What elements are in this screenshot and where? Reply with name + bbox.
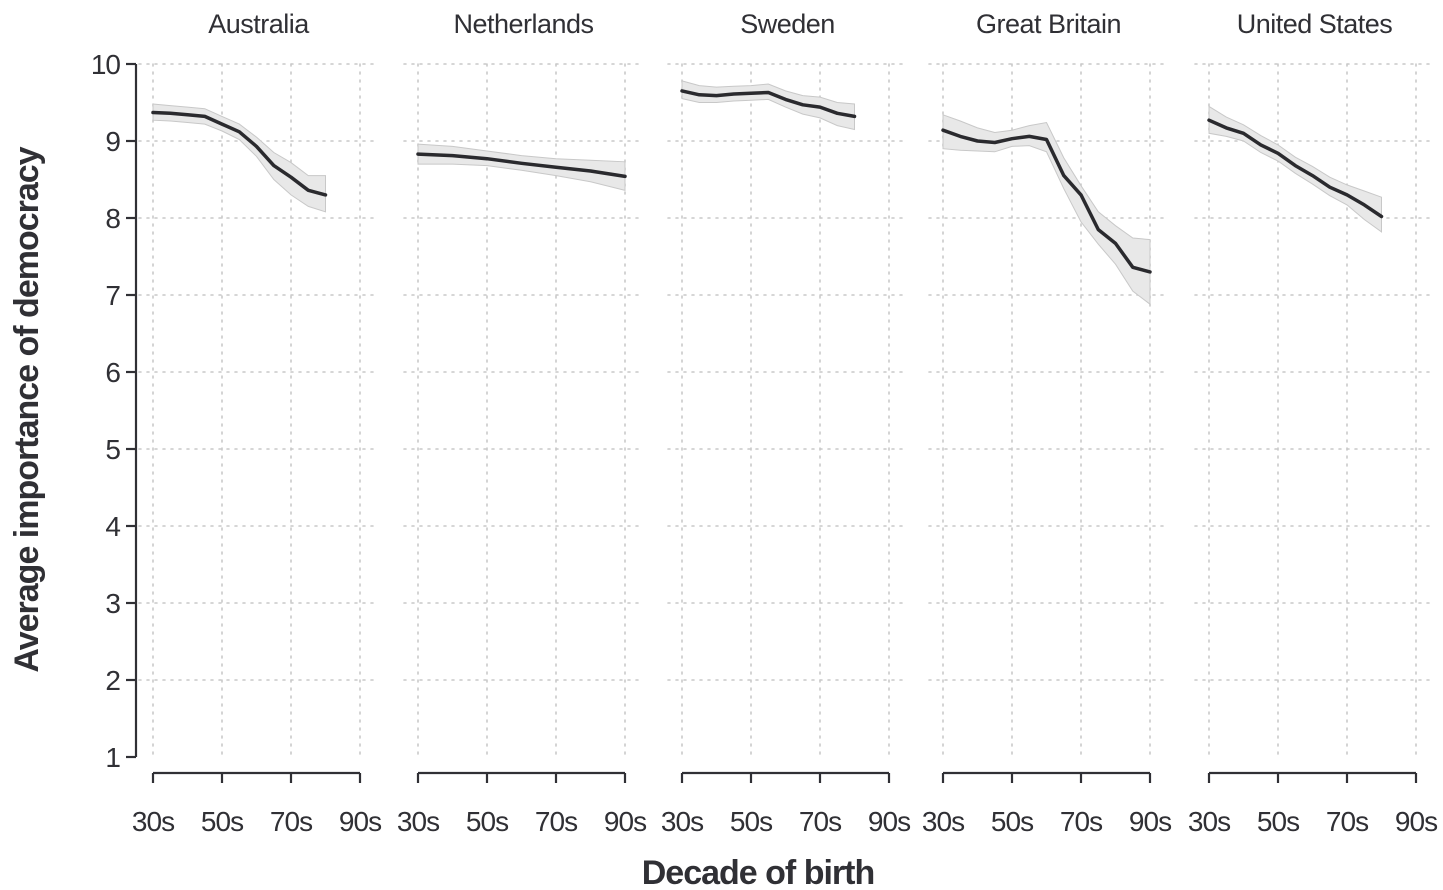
y-tick-label: 3	[105, 588, 120, 619]
x-tick-label: 50s	[1257, 806, 1299, 837]
x-tick-label: 30s	[397, 806, 439, 837]
panel-title: United States	[1237, 9, 1393, 39]
y-tick-label: 8	[105, 203, 120, 234]
x-tick-label: 30s	[132, 806, 174, 837]
panels-layer: Australia 30s 50s 70s 90s Netherlands 30s 50s 70…	[132, 9, 1438, 837]
x-tick-label: 50s	[466, 806, 508, 837]
x-axis-title: Decade of birth	[642, 854, 874, 890]
x-tick-label: 70s	[799, 806, 841, 837]
x-tick-label: 30s	[1188, 806, 1230, 837]
series-line	[416, 152, 627, 179]
y-axis-title: Average importance of democracy	[8, 146, 46, 672]
panel-grid	[138, 63, 375, 758]
panel-great-britain: Great Britain 30s 50s 70s 90s	[922, 9, 1172, 837]
x-tick-label: 50s	[730, 806, 772, 837]
y-tick-label: 7	[105, 280, 120, 311]
panel-title: Great Britain	[976, 9, 1121, 39]
x-tick-label: 90s	[868, 806, 910, 837]
x-tick-label: 30s	[661, 806, 703, 837]
y-tick-label: 10	[91, 49, 121, 80]
panel-grid	[1194, 63, 1431, 758]
x-tick-label: 90s	[339, 806, 381, 837]
panel-title: Australia	[208, 9, 310, 39]
series-line	[151, 110, 328, 197]
panel-x-axis: 30s 50s 70s 90s	[1188, 771, 1438, 837]
panel-grid	[928, 63, 1165, 758]
x-tick-label: 70s	[1326, 806, 1368, 837]
confidence-band	[152, 103, 326, 213]
x-tick-label: 70s	[270, 806, 312, 837]
series-line	[680, 89, 857, 119]
series-line	[941, 128, 1152, 274]
panel-grid	[403, 63, 640, 758]
y-tick-label: 6	[105, 357, 120, 388]
x-tick-label: 90s	[1395, 806, 1437, 837]
panel-australia: Australia 30s 50s 70s 90s	[132, 9, 382, 837]
confidence-band	[681, 80, 855, 131]
y-tick-label: 2	[105, 665, 120, 696]
series-line	[1207, 118, 1384, 219]
y-tick-label: 5	[105, 434, 120, 465]
confidence-band	[417, 143, 626, 191]
panel-grid	[667, 63, 904, 758]
panel-x-axis: 30s 50s 70s 90s	[397, 771, 647, 837]
confidence-band	[1208, 105, 1382, 233]
panel-x-axis: 30s 50s 70s 90s	[132, 771, 382, 837]
panel-title: Sweden	[740, 9, 835, 39]
panel-x-axis: 30s 50s 70s 90s	[922, 771, 1172, 837]
x-tick-label: 70s	[535, 806, 577, 837]
x-tick-label: 70s	[1060, 806, 1102, 837]
panel-united-states: United States 30s 50s 70s 90s	[1188, 9, 1438, 837]
x-tick-label: 90s	[1129, 806, 1171, 837]
y-tick-label: 9	[105, 126, 120, 157]
confidence-band	[942, 114, 1151, 306]
panel-title: Netherlands	[453, 9, 593, 39]
panel-x-axis: 30s 50s 70s 90s	[661, 771, 911, 837]
panel-netherlands: Netherlands 30s 50s 70s 90s	[397, 9, 647, 837]
y-tick-label: 4	[105, 511, 120, 542]
x-tick-label: 90s	[604, 806, 646, 837]
x-tick-label: 30s	[922, 806, 964, 837]
panel-sweden: Sweden 30s 50s 70s 90s	[661, 9, 911, 837]
y-axis: 1 2 3 4 5 6 7 8 9 10	[91, 49, 138, 773]
y-tick-label: 1	[105, 742, 120, 773]
x-tick-label: 50s	[991, 806, 1033, 837]
x-tick-label: 50s	[201, 806, 243, 837]
